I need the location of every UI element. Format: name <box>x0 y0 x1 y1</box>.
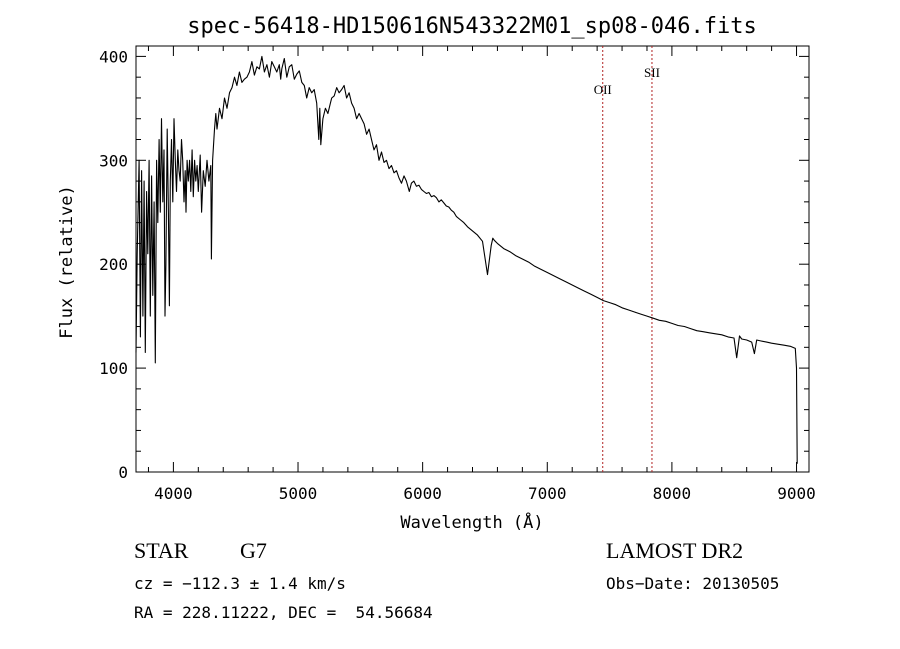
y-tick-label: 300 <box>99 151 128 170</box>
subclass: G7 <box>240 538 267 563</box>
redshift-cz: cz = −112.3 ± 1.4 km/s <box>134 574 346 593</box>
axis-ticks <box>136 46 809 473</box>
x-tick-label: 7000 <box>528 484 567 503</box>
marker-label-oii: OII <box>594 82 612 97</box>
marker-label-sii: SII <box>644 65 660 80</box>
x-tick-label: 4000 <box>154 484 193 503</box>
y-tick-label: 200 <box>99 255 128 274</box>
y-tick-label: 0 <box>118 463 128 482</box>
x-tick-label: 9000 <box>777 484 816 503</box>
object-class: STAR <box>134 538 189 563</box>
x-axis-label: Wavelength (Å) <box>400 511 543 533</box>
y-tick-label: 100 <box>99 359 128 378</box>
y-tick-label: 400 <box>99 47 128 66</box>
observation-date: Obs−Date: 20130505 <box>606 574 780 593</box>
x-tick-label: 8000 <box>653 484 692 503</box>
y-axis-label: Flux (relative) <box>57 185 77 339</box>
line-markers: OII SII <box>594 46 660 472</box>
x-tick-label: 5000 <box>279 484 318 503</box>
flux-series-line <box>135 55 798 464</box>
chart-title: spec-56418-HD150616N543322M01_sp08-046.f… <box>187 14 757 39</box>
plot-frame <box>135 45 810 473</box>
coordinates: RA = 228.11222, DEC = 54.56684 <box>134 603 433 622</box>
x-tick-label: 6000 <box>403 484 442 503</box>
survey-name: LAMOST DR2 <box>606 538 744 563</box>
axis-tick-labels: 4000 5000 6000 7000 8000 9000 0 100 200 300 400 <box>99 47 816 503</box>
